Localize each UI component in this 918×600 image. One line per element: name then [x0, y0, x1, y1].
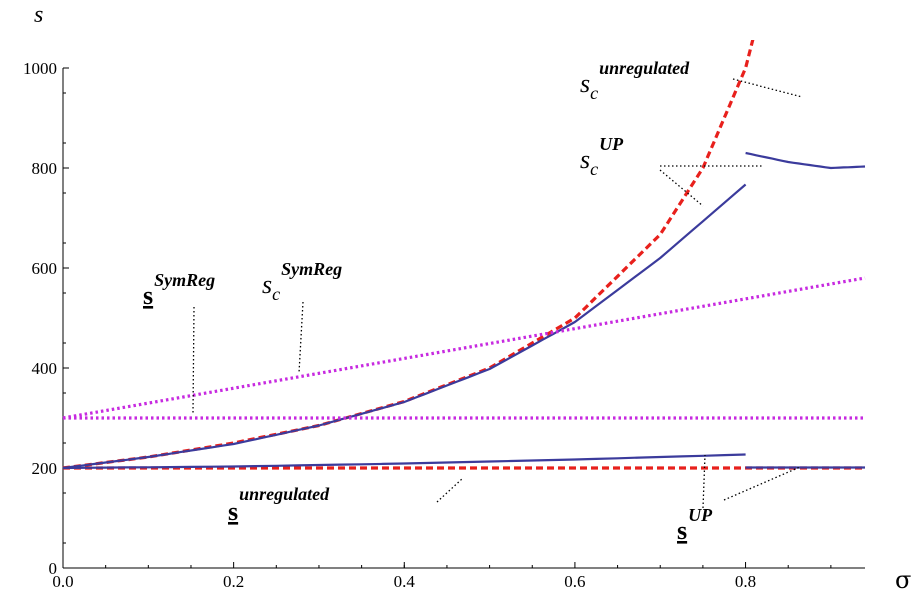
x-tick-label: 0.2 — [223, 572, 244, 591]
label-s-unregulated-sup: unregulated — [239, 484, 330, 504]
label-s-symreg-sup: SymReg — [154, 270, 215, 290]
y-tick-label: 0 — [49, 559, 58, 578]
label-sc-unregulated-base: s — [580, 69, 590, 98]
y-tick-group: 0 200 400 600 800 1000 — [23, 59, 69, 578]
label-sc-up-base: s — [580, 145, 590, 174]
x-tick-label: 0.6 — [564, 572, 585, 591]
label-sc-up-sub: c — [590, 159, 598, 179]
leader-sc-symreg — [298, 301, 304, 374]
leader-s-up-b — [723, 466, 801, 501]
leader-s-unregulated — [436, 477, 464, 503]
series-line-s-c-up-branch- — [745, 151, 866, 170]
label-s-up-base: s — [677, 516, 687, 545]
y-tick-label: 400 — [32, 359, 58, 378]
y-tick-label: 1000 — [23, 59, 57, 78]
x-axis-title: σ — [895, 566, 911, 594]
label-s-symreg: sSymReg — [143, 270, 215, 310]
label-sc-unregulated-sub: c — [590, 83, 598, 103]
y-tick-label: 800 — [32, 159, 58, 178]
label-sc-symreg-base: s — [262, 270, 272, 299]
series-line-s-c-unregulated — [62, 40, 755, 470]
y-tick-label: 600 — [32, 259, 58, 278]
label-sc-unregulated-sup: unregulated — [599, 58, 690, 78]
y-axis-title: s — [34, 2, 43, 28]
label-s-up-sup: UP — [688, 505, 713, 525]
annotation-leaders — [192, 78, 803, 509]
label-sc-symreg-sup: SymReg — [281, 259, 342, 279]
series-line-s-c-symreg — [62, 276, 866, 420]
label-s-unregulated-base: s — [228, 497, 238, 526]
x-tick-label: 0.8 — [735, 572, 756, 591]
label-sc-symreg-sub: c — [272, 284, 280, 304]
label-sc-up-sup: UP — [599, 134, 624, 154]
series-line-s-c-up — [62, 183, 747, 470]
series-layer — [62, 40, 866, 470]
series-line-s-up — [62, 453, 746, 470]
x-tick-group: 0.0 0.2 0.4 0.6 0.8 — [52, 562, 832, 591]
leader-sc-up-b — [659, 169, 704, 207]
label-sc-unregulated: scunregulated — [580, 58, 690, 103]
x-tick-label: 0.0 — [52, 572, 73, 591]
y-tick-label: 200 — [32, 459, 58, 478]
label-s-unregulated: sunregulated — [228, 484, 330, 526]
leader-sc-unregulated — [732, 78, 803, 98]
label-sc-symreg: scSymReg — [262, 259, 342, 304]
label-s-up: sUP — [677, 505, 713, 545]
label-s-symreg-base: s — [143, 281, 153, 310]
leader-s-up-a — [702, 454, 706, 509]
x-tick-label: 0.4 — [394, 572, 416, 591]
leader-s-symreg — [192, 306, 195, 414]
label-sc-up: scUP — [580, 134, 624, 179]
